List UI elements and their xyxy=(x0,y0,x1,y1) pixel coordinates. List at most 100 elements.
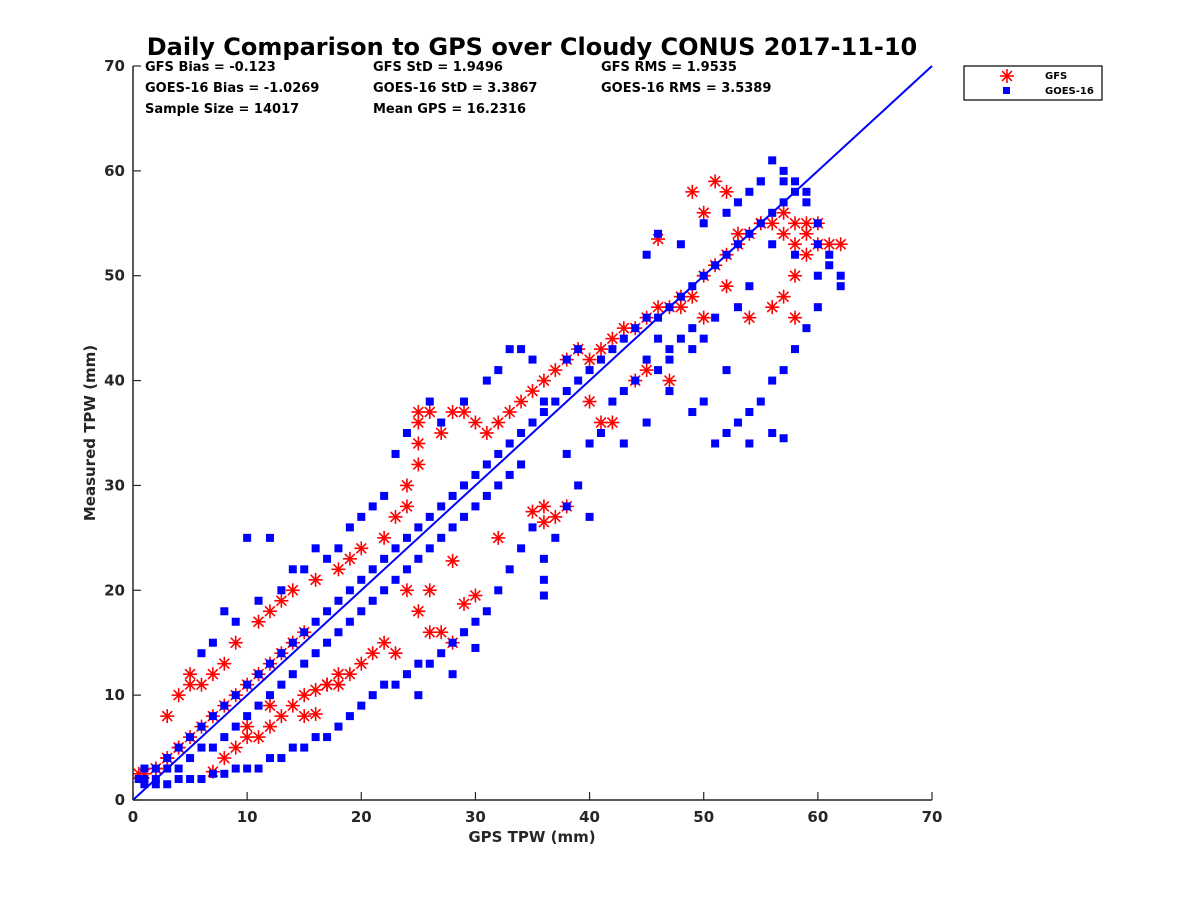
gfs-point xyxy=(411,457,426,472)
stat-goes-rms: GOES-16 RMS = 3.5389 xyxy=(601,81,771,96)
goes16-point xyxy=(186,775,195,784)
goes16-point xyxy=(596,429,605,437)
goes16-point xyxy=(813,271,822,280)
gfs-point xyxy=(171,688,186,703)
gfs-point xyxy=(548,509,563,524)
y-tick-label: 50 xyxy=(104,267,125,285)
goes16-point xyxy=(722,366,731,375)
goes16-point xyxy=(368,691,377,700)
gfs-point xyxy=(411,436,426,451)
goes16-point xyxy=(517,429,526,437)
gfs-point xyxy=(491,415,506,430)
goes16-point xyxy=(791,177,800,186)
goes16-point xyxy=(802,324,811,333)
goes16-point xyxy=(425,544,434,553)
goes16-point xyxy=(699,334,708,343)
goes16-point xyxy=(562,387,571,396)
goes16-point xyxy=(733,418,742,427)
goes16-point xyxy=(414,523,423,532)
goes16-point xyxy=(756,397,765,406)
gfs-point xyxy=(399,478,414,493)
goes16-point xyxy=(779,177,788,186)
gfs-point xyxy=(788,310,803,325)
goes16-point xyxy=(722,429,731,437)
goes16-point xyxy=(220,701,229,710)
goes16-point xyxy=(357,701,366,710)
gfs-point xyxy=(422,405,437,420)
goes16-point xyxy=(220,769,229,778)
gfs-point xyxy=(799,247,814,262)
goes16-point xyxy=(197,722,206,731)
gfs-point xyxy=(228,635,243,650)
goes16-point xyxy=(380,586,389,595)
goes16-point xyxy=(208,769,217,778)
goes16-point xyxy=(825,261,834,270)
legend-gfs-marker xyxy=(1000,69,1014,83)
gfs-point xyxy=(673,300,688,315)
goes16-point xyxy=(220,733,229,742)
stat-goes-bias: GOES-16 Bias = -1.0269 xyxy=(145,81,319,96)
goes16-point xyxy=(722,208,731,217)
gfs-point xyxy=(377,530,392,545)
goes16-point xyxy=(380,554,389,563)
gfs-point xyxy=(331,667,346,682)
goes16-point xyxy=(654,366,663,375)
goes16-point xyxy=(460,481,469,490)
y-tick-label: 40 xyxy=(104,372,125,390)
goes16-point xyxy=(471,643,480,652)
goes16-point xyxy=(357,512,366,521)
goes16-point xyxy=(642,418,651,427)
goes16-point xyxy=(539,397,548,406)
gfs-point xyxy=(776,226,791,241)
y-axis-ticks: 0 10 20 30 40 50 60 70 xyxy=(104,57,141,809)
goes16-point xyxy=(186,733,195,742)
goes16-point xyxy=(334,544,343,553)
goes16-point xyxy=(277,586,286,595)
goes16-point xyxy=(585,512,594,521)
goes16-point xyxy=(699,219,708,228)
goes16-point xyxy=(654,334,663,343)
goes16-point xyxy=(300,659,309,668)
goes16-point xyxy=(631,376,640,385)
goes16-point xyxy=(345,617,354,626)
gfs-point xyxy=(274,593,289,608)
goes16-point xyxy=(208,743,217,752)
goes16-point xyxy=(836,282,845,291)
gfs-point xyxy=(320,677,335,692)
goes16-point xyxy=(471,502,480,511)
goes16-point xyxy=(768,240,777,249)
goes16-point xyxy=(334,722,343,731)
goes16-point xyxy=(208,712,217,721)
gfs-point xyxy=(605,415,620,430)
goes16-point xyxy=(733,303,742,312)
goes16-point xyxy=(425,659,434,668)
goes16-point xyxy=(300,628,309,637)
gfs-point xyxy=(468,415,483,430)
goes16-point xyxy=(243,712,252,721)
goes16-point xyxy=(745,439,754,448)
goes16-point xyxy=(539,554,548,563)
goes16-point xyxy=(243,764,252,773)
goes16-point xyxy=(619,334,628,343)
legend-goes16-label: GOES-16 xyxy=(1045,86,1094,97)
goes16-point xyxy=(220,607,229,616)
gfs-point xyxy=(765,300,780,315)
goes16-point xyxy=(688,408,697,417)
goes16-point xyxy=(288,670,297,679)
gfs-point xyxy=(262,604,277,619)
stat-sample-size: Sample Size = 14017 xyxy=(145,102,299,117)
goes16-point xyxy=(414,554,423,563)
gfs-point xyxy=(536,373,551,388)
goes16-point xyxy=(642,355,651,364)
x-tick-label: 10 xyxy=(237,808,258,826)
goes16-point xyxy=(551,533,560,542)
goes16-point xyxy=(631,324,640,333)
gfs-point xyxy=(479,426,494,440)
goes16-point xyxy=(517,345,526,354)
goes16-point xyxy=(665,345,674,354)
goes16-point xyxy=(243,680,252,689)
goes16-point xyxy=(574,345,583,354)
gfs-point xyxy=(776,289,791,304)
legend-gfs-label: GFS xyxy=(1045,71,1067,82)
goes16-point xyxy=(197,775,206,784)
